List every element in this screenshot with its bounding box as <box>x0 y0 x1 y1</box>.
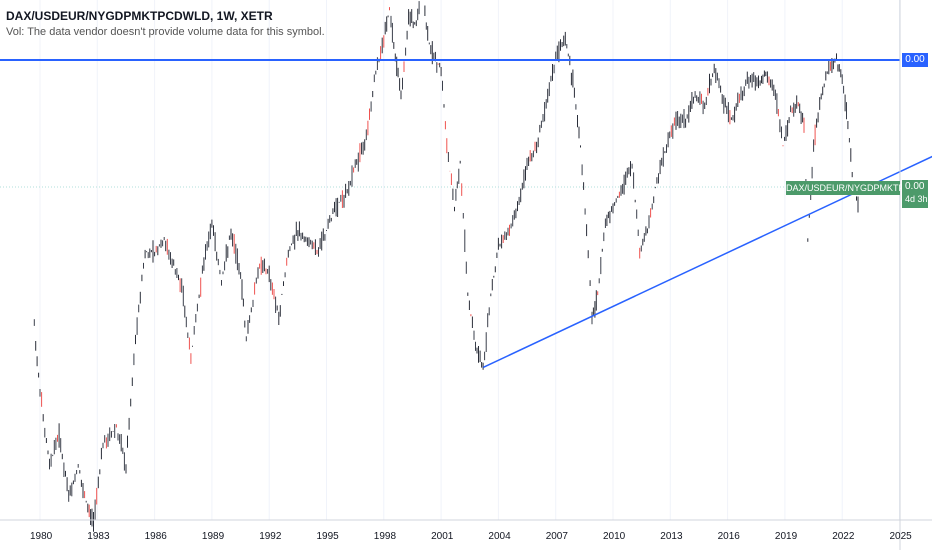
x-tick-1980: 1980 <box>30 531 53 542</box>
x-tick-1983: 1983 <box>87 531 110 542</box>
x-tick-2010: 2010 <box>603 531 626 542</box>
x-tick-2022: 2022 <box>832 531 855 542</box>
x-tick-2025: 2025 <box>889 531 912 542</box>
last-price-value: 0.00 <box>905 181 925 192</box>
x-tick-2019: 2019 <box>774 531 798 542</box>
horizontal-line-price-label: 0.00 <box>902 53 928 67</box>
price-series <box>33 1 859 532</box>
x-tick-2007: 2007 <box>545 531 568 542</box>
chart-legend: DAX/USDEUR/NYGDPMKTPCDWLD, 1W, XETR Vol:… <box>6 8 325 40</box>
x-tick-2004: 2004 <box>488 531 511 542</box>
bar-countdown: 4d 3h <box>905 194 928 204</box>
x-tick-1998: 1998 <box>373 531 397 542</box>
symbol-title[interactable]: DAX/USDEUR/NYGDPMKTPCDWLD, 1W, XETR <box>6 9 273 23</box>
x-tick-1986: 1986 <box>144 531 167 542</box>
chart-background <box>0 0 900 520</box>
last-price-label: 0.00 4d 3h <box>902 180 928 208</box>
volume-note: Vol: The data vendor doesn't provide vol… <box>6 26 325 38</box>
symbol-name-badge: DAX/USDEUR/NYGDPMKTPCDWLD <box>786 181 932 195</box>
x-tick-2013: 2013 <box>660 531 683 542</box>
x-tick-2001: 2001 <box>431 531 454 542</box>
x-tick-1992: 1992 <box>259 531 282 542</box>
x-tick-1989: 1989 <box>201 531 225 542</box>
x-tick-1995: 1995 <box>316 531 339 542</box>
grid-lines <box>39 0 900 520</box>
x-tick-2016: 2016 <box>717 531 740 542</box>
